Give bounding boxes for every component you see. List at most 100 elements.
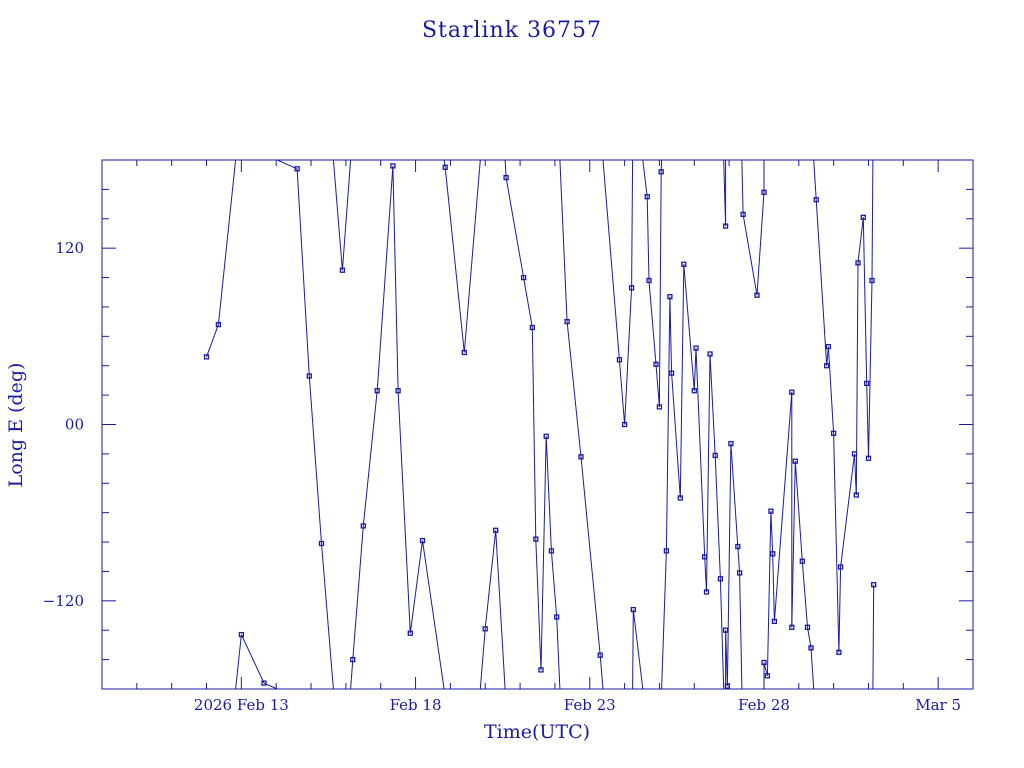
data-point — [771, 618, 778, 625]
trace-segment — [857, 217, 864, 263]
y-tick-label: −120 — [43, 592, 84, 610]
trace-segment — [352, 525, 364, 660]
trace-segment — [706, 353, 711, 593]
data-point — [339, 267, 346, 273]
data-point — [395, 388, 401, 394]
x-tick-label: Feb 28 — [738, 696, 790, 714]
trace-segment — [709, 353, 716, 456]
trace-segment — [566, 321, 582, 457]
data-point — [533, 536, 539, 542]
data-point — [770, 551, 776, 557]
trace-segment — [484, 530, 497, 629]
trace-segment — [655, 364, 660, 407]
data-point — [853, 492, 859, 498]
data-point — [712, 452, 718, 459]
data-point — [761, 659, 767, 666]
data-point — [628, 285, 635, 291]
trace-segment — [648, 280, 657, 365]
data-point — [350, 656, 356, 663]
y-tick-label: 00 — [65, 416, 84, 434]
x-tick-label: Feb 18 — [390, 696, 442, 714]
trace-segment — [772, 553, 775, 622]
trace-segment — [766, 511, 772, 676]
trace-segment — [679, 264, 685, 499]
trace-segment — [632, 609, 644, 690]
data-point — [693, 345, 699, 351]
data-point — [653, 361, 659, 367]
trace-segment — [866, 383, 869, 459]
trace-segment — [505, 177, 525, 278]
trace-segment — [332, 159, 343, 271]
trace-segment — [463, 159, 481, 353]
trace-segment — [397, 390, 411, 634]
trace-segment — [739, 572, 743, 690]
trace-segment — [683, 264, 695, 391]
data-point — [813, 197, 819, 203]
trace-segment — [669, 296, 673, 374]
data-point — [707, 351, 713, 357]
trace-segment — [308, 375, 322, 544]
data-point — [703, 589, 710, 595]
data-point — [646, 277, 652, 284]
data-point — [597, 652, 603, 658]
data-point — [554, 614, 560, 620]
data-point — [864, 380, 870, 387]
data-point — [203, 354, 210, 360]
trace-segment — [794, 461, 803, 562]
data-point — [761, 189, 767, 195]
data-point — [644, 194, 650, 200]
trace-segment — [671, 373, 681, 499]
data-point — [860, 214, 866, 220]
data-point — [360, 523, 366, 529]
trace-segment — [756, 192, 765, 296]
data-point — [578, 454, 584, 460]
tick-labels: 2026 Feb 13 Feb 18 Feb 23 Feb 28 Mar 5 120 00 −… — [43, 239, 961, 714]
trace-segment — [642, 159, 648, 197]
trace-segment — [296, 168, 310, 377]
y-axis-label: Long E (deg) — [5, 363, 27, 488]
trace-segment — [556, 616, 561, 690]
trace-segment — [827, 346, 835, 434]
data-point — [691, 388, 697, 394]
trace-segment — [599, 655, 604, 690]
trace-segment — [872, 584, 875, 690]
trace-segment — [665, 296, 671, 551]
trace-segment — [693, 348, 697, 391]
trace-segment — [862, 217, 868, 384]
data-point — [677, 495, 683, 501]
data-point — [658, 169, 664, 175]
trace-segment — [741, 159, 744, 215]
data-point — [702, 554, 708, 560]
data-point — [493, 527, 499, 533]
data-point — [667, 294, 673, 300]
data-point — [764, 673, 771, 679]
trace-segment — [871, 159, 874, 281]
data-point — [663, 548, 670, 554]
trace-segment — [791, 461, 796, 628]
data-point — [390, 163, 396, 169]
trace-segment — [422, 540, 445, 690]
trace-segment — [658, 171, 662, 407]
trace-segment — [855, 262, 859, 496]
data-point — [564, 318, 570, 325]
trace-segment — [646, 196, 650, 281]
trace-segment — [479, 628, 486, 690]
data-point — [238, 631, 245, 638]
data-point — [824, 363, 830, 369]
data-point — [294, 166, 300, 172]
data-point — [754, 292, 760, 298]
trace-segment — [807, 627, 812, 648]
data-point — [261, 680, 267, 686]
data-point — [656, 404, 663, 410]
data-point — [768, 508, 774, 514]
data-point — [616, 357, 623, 363]
data-point — [724, 683, 731, 689]
data-point — [851, 451, 858, 457]
data-point — [419, 537, 426, 544]
trace-segment — [580, 456, 601, 656]
trace-segment — [559, 159, 568, 322]
data-point — [482, 626, 488, 632]
trace-segment — [815, 199, 828, 366]
trace-segment — [624, 287, 633, 425]
data-point — [825, 343, 832, 350]
